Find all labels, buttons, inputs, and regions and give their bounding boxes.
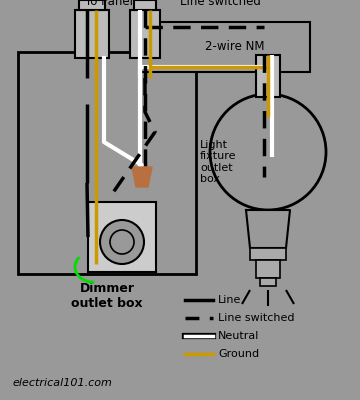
- Bar: [140, 22, 310, 72]
- Bar: [250, 248, 286, 260]
- Text: Line switched: Line switched: [180, 0, 260, 8]
- Text: 2-wire NM: 2-wire NM: [205, 40, 265, 54]
- Text: electrical101.com: electrical101.com: [12, 378, 112, 388]
- Polygon shape: [132, 167, 152, 187]
- Text: Neutral: Neutral: [218, 331, 259, 341]
- Text: To Panel: To Panel: [85, 0, 133, 8]
- Text: Ground: Ground: [218, 349, 259, 359]
- Bar: [88, 202, 156, 272]
- Bar: [75, 10, 109, 58]
- Bar: [260, 278, 276, 286]
- Polygon shape: [246, 210, 290, 248]
- Text: Light
fixture
outlet
box: Light fixture outlet box: [200, 140, 237, 184]
- Text: Dimmer
outlet box: Dimmer outlet box: [71, 282, 143, 310]
- Text: Line switched: Line switched: [218, 313, 294, 323]
- Bar: [18, 52, 196, 274]
- Bar: [79, 0, 105, 10]
- Circle shape: [100, 220, 144, 264]
- Bar: [256, 55, 280, 97]
- Bar: [134, 0, 156, 10]
- Circle shape: [110, 230, 134, 254]
- Bar: [130, 10, 160, 58]
- Circle shape: [210, 94, 326, 210]
- Text: Line: Line: [218, 295, 241, 305]
- Bar: [256, 260, 280, 278]
